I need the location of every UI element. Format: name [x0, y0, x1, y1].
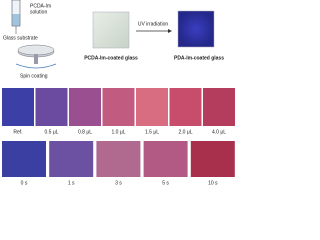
- swatch-label: Ref.: [13, 129, 22, 135]
- swatch-label: 3 s: [115, 180, 122, 186]
- pda-glass: [177, 10, 215, 48]
- swatch: [169, 88, 202, 126]
- solution-label: solution: [30, 9, 47, 15]
- swatch-label: 1 s: [68, 180, 75, 186]
- swatch-label: 0.5 μL: [44, 129, 58, 135]
- swatch-label: 1.0 μL: [111, 129, 125, 135]
- pda-label: PDA-Im-coated glass: [174, 55, 224, 61]
- uv-label: UV irradiation: [138, 21, 169, 27]
- swatch-label: 0.8 μL: [78, 129, 92, 135]
- swatch: [190, 141, 235, 177]
- swatch-label: 2.0 μL: [178, 129, 192, 135]
- swatch: [96, 141, 141, 177]
- spin-coater: [15, 44, 57, 69]
- swatch: [102, 88, 135, 126]
- swatch: [49, 141, 94, 177]
- swatch-label: 0 s: [21, 180, 28, 186]
- spin-label: Spin coating: [20, 73, 48, 79]
- coated-label: PCDA-Im-coated glass: [84, 55, 138, 61]
- swatch-label: 10 s: [208, 180, 218, 186]
- swatch: [143, 141, 188, 177]
- swatch: [136, 88, 168, 126]
- swatch: [69, 88, 101, 126]
- substrate-label: Glass substrate: [3, 35, 38, 41]
- swatch: [2, 141, 46, 177]
- swatch: [35, 88, 68, 126]
- swatch: [203, 88, 235, 126]
- solution-label: PCDA-Im: [30, 3, 51, 9]
- swatch-label: 4.0 μL: [212, 129, 226, 135]
- swatch: [2, 88, 34, 126]
- swatch-label: 1.5 μL: [145, 129, 159, 135]
- figure: PCDA-Im solution Glass substrate Spin co…: [2, 0, 235, 186]
- syringe: [11, 0, 21, 34]
- arrow: [136, 29, 172, 33]
- swatch-label: 5 s: [162, 180, 169, 186]
- coated-glass: [92, 11, 130, 49]
